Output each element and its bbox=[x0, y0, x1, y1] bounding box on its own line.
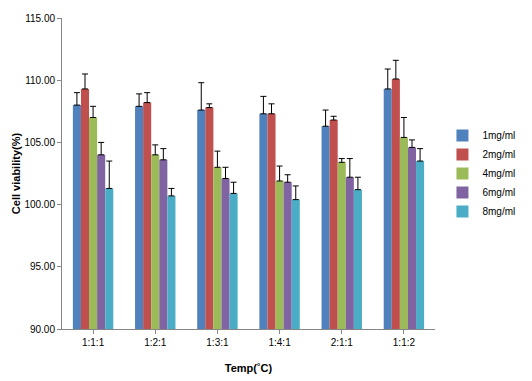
svg-text:110.00: 110.00 bbox=[25, 75, 55, 86]
svg-text:Temp(˚C): Temp(˚C) bbox=[225, 362, 273, 374]
svg-text:2:1:1: 2:1:1 bbox=[331, 337, 354, 348]
svg-text:1:3:1: 1:3:1 bbox=[206, 337, 229, 348]
svg-text:1mg/ml: 1mg/ml bbox=[482, 130, 515, 141]
svg-text:1:2:1: 1:2:1 bbox=[144, 337, 167, 348]
svg-text:6mg/ml: 6mg/ml bbox=[482, 187, 515, 198]
svg-text:1:1:1: 1:1:1 bbox=[82, 337, 105, 348]
svg-text:95.00: 95.00 bbox=[30, 261, 55, 272]
svg-text:90.00: 90.00 bbox=[30, 324, 55, 335]
svg-text:8mg/ml: 8mg/ml bbox=[482, 206, 515, 217]
svg-text:Cell viability(%): Cell viability(%) bbox=[10, 133, 22, 215]
svg-text:105.00: 105.00 bbox=[24, 137, 55, 148]
svg-text:2mg/ml: 2mg/ml bbox=[482, 149, 515, 160]
svg-text:1:4:1: 1:4:1 bbox=[268, 337, 291, 348]
svg-text:1:1:2: 1:1:2 bbox=[393, 337, 416, 348]
svg-text:4mg/ml: 4mg/ml bbox=[482, 168, 515, 179]
svg-text:115.00: 115.00 bbox=[25, 13, 55, 24]
svg-text:100.00: 100.00 bbox=[24, 199, 55, 210]
